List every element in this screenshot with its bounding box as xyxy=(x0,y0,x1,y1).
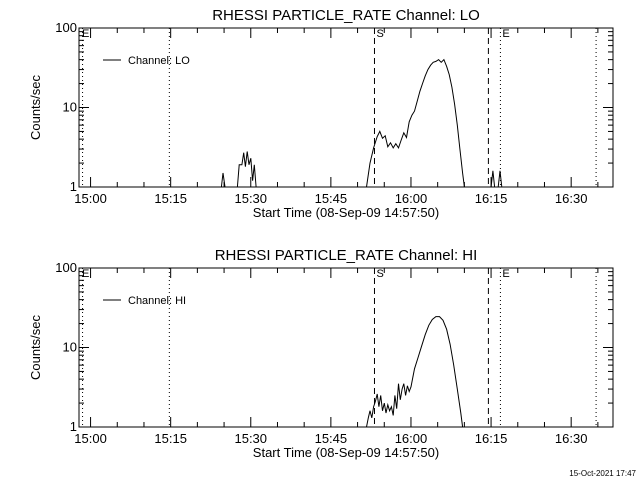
x-tick-label: 16:30 xyxy=(555,191,588,206)
x-tick-label: 16:15 xyxy=(475,191,508,206)
legend-label: Channel: LO xyxy=(128,55,190,67)
chart-panel-2: RHESSI PARTICLE_RATE Channel: HI 1 10 100 15… xyxy=(28,247,614,460)
event-marker-e: E xyxy=(502,268,509,280)
y-tick-label: 100 xyxy=(55,260,77,275)
x-axis-label: Start Time (08-Sep-09 14:57:50) xyxy=(253,445,439,460)
x-tick-label: 15:45 xyxy=(315,431,348,446)
legend-label: Channel: HI xyxy=(128,295,186,307)
x-tick-label: 15:15 xyxy=(154,431,187,446)
x-tick-label: 15:45 xyxy=(315,191,348,206)
series-line-5 xyxy=(497,170,503,188)
x-tick-label: 15:15 xyxy=(154,191,187,206)
series-line-3 xyxy=(366,58,465,188)
x-tick-label: 16:30 xyxy=(555,431,588,446)
x-tick-label: 15:00 xyxy=(74,431,107,446)
x-tick-label: 16:00 xyxy=(395,431,428,446)
event-marker-e: E xyxy=(502,28,509,40)
series-line-4 xyxy=(490,170,496,188)
series-line-1 xyxy=(366,316,464,428)
event-marker-s: S xyxy=(376,28,383,40)
y-axis-label: Counts/sec xyxy=(28,74,43,140)
chart-panel-1: RHESSI PARTICLE_RATE Channel: LO 1 10 100 15… xyxy=(28,7,614,220)
event-marker-e: E xyxy=(82,268,89,280)
x-axis-label: Start Time (08-Sep-09 14:57:50) xyxy=(253,205,439,220)
y-tick-label: 100 xyxy=(55,20,77,35)
x-tick-label: 16:15 xyxy=(475,431,508,446)
footer-date: 15-Oct-2021 17:47 xyxy=(569,469,636,478)
y-tick-label: 10 xyxy=(63,100,77,115)
x-tick-label: 15:30 xyxy=(234,431,267,446)
chart-title: RHESSI PARTICLE_RATE Channel: LO xyxy=(212,7,480,24)
event-marker-e: E xyxy=(82,28,89,40)
y-tick-label: 10 xyxy=(63,340,77,355)
series-line-2 xyxy=(236,151,257,188)
series-line-1 xyxy=(220,172,226,188)
event-marker-s: S xyxy=(376,268,383,280)
x-tick-label: 15:00 xyxy=(74,191,107,206)
y-axis-label: Counts/sec xyxy=(28,314,43,380)
y-tick-label: 1 xyxy=(70,179,77,194)
x-tick-label: 16:00 xyxy=(395,191,428,206)
y-tick-label: 1 xyxy=(70,419,77,434)
chart-title: RHESSI PARTICLE_RATE Channel: HI xyxy=(215,247,478,264)
x-tick-label: 15:30 xyxy=(234,191,267,206)
